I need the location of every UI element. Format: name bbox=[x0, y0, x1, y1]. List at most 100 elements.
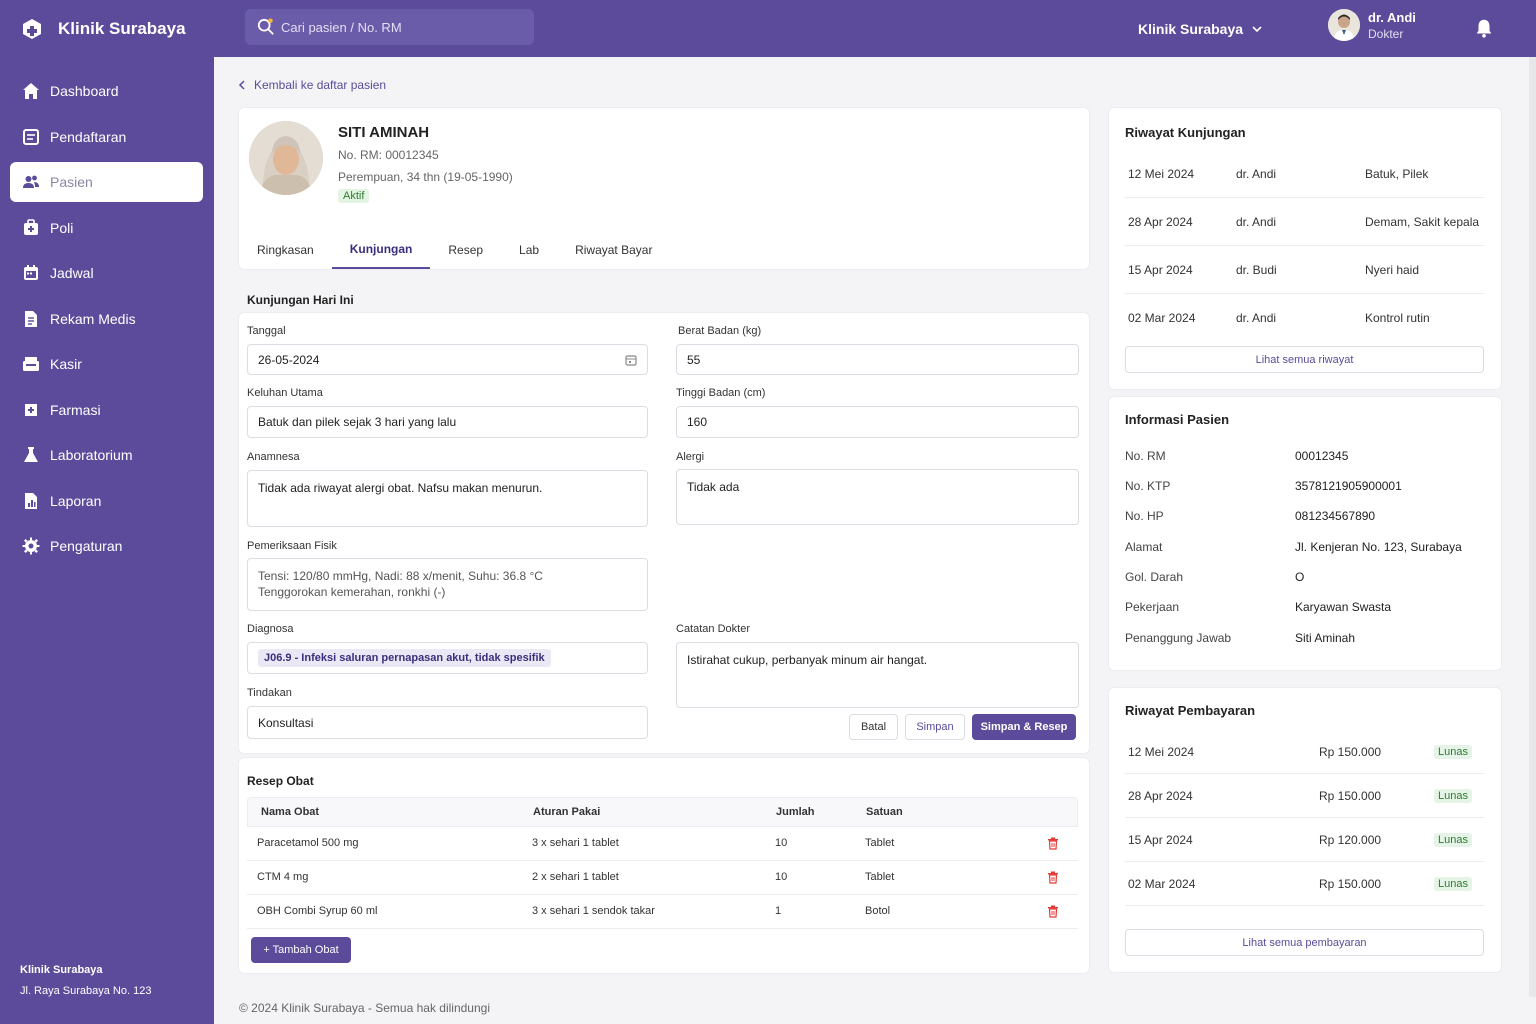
payment-status-badge: Lunas bbox=[1434, 833, 1472, 847]
user-name: dr. Andi bbox=[1368, 9, 1416, 25]
user-menu[interactable]: dr. Andi Dokter bbox=[1328, 9, 1416, 41]
brand[interactable]: Klinik Surabaya bbox=[20, 0, 186, 57]
keluhan-value: Batuk dan pilek sejak 3 hari yang lalu bbox=[258, 415, 457, 429]
diagnosa-chip[interactable]: J06.9 - Infeksi saluran pernapasan akut,… bbox=[258, 649, 551, 667]
add-drug-button[interactable]: + Tambah Obat bbox=[251, 937, 351, 963]
visit-date: 12 Mei 2024 bbox=[1128, 167, 1195, 181]
tindakan-field[interactable]: Konsultasi bbox=[247, 706, 648, 739]
trash-icon[interactable] bbox=[1047, 905, 1059, 918]
tab-ringkasan[interactable]: Ringkasan bbox=[257, 242, 314, 257]
payment-status-badge: Lunas bbox=[1434, 789, 1472, 803]
save-and-prescribe-button[interactable]: Simpan & Resep bbox=[972, 714, 1076, 740]
drug-quantity: 10 bbox=[775, 871, 788, 883]
berat-label: Berat Badan (kg) bbox=[678, 325, 762, 337]
trash-icon[interactable] bbox=[1047, 871, 1059, 884]
drug-dosage: 3 x sehari 1 tablet bbox=[532, 837, 619, 849]
info-key: Penanggung Jawab bbox=[1125, 631, 1232, 645]
sidebar-item-farmasi[interactable]: Farmasi bbox=[10, 390, 203, 430]
sidebar-item-pengaturan[interactable]: Pengaturan bbox=[10, 526, 203, 566]
scrollbar[interactable] bbox=[1529, 57, 1536, 997]
info-value: Karyawan Swasta bbox=[1295, 600, 1392, 614]
pemeriksaan-field[interactable]: Tensi: 120/80 mmHg, Nadi: 88 x/menit, Su… bbox=[247, 558, 648, 611]
payment-status-badge: Lunas bbox=[1434, 877, 1472, 891]
info-key: Alamat bbox=[1125, 540, 1163, 554]
payment-amount: Rp 150.000 bbox=[1319, 745, 1382, 759]
view-all-visits-button[interactable]: Lihat semua riwayat bbox=[1125, 346, 1484, 373]
status-badge: Aktif bbox=[338, 189, 370, 203]
sidebar-item-dashboard[interactable]: Dashboard bbox=[10, 71, 203, 111]
bell-icon[interactable] bbox=[1473, 17, 1495, 39]
visit-date: 28 Apr 2024 bbox=[1128, 215, 1193, 229]
payment-amount: Rp 120.000 bbox=[1319, 833, 1382, 847]
visit-complaint: Nyeri haid bbox=[1365, 263, 1420, 277]
trash-icon[interactable] bbox=[1047, 837, 1059, 850]
register-icon bbox=[23, 129, 39, 145]
visit-doctor: dr. Budi bbox=[1236, 263, 1277, 277]
list-item[interactable]: 15 Apr 2024 Rp 120.000 Lunas bbox=[1125, 818, 1484, 862]
diagnosa-field[interactable]: J06.9 - Infeksi saluran pernapasan akut,… bbox=[247, 642, 648, 674]
chevron-left-icon bbox=[238, 80, 245, 90]
catatan-label: Catatan Dokter bbox=[676, 623, 750, 635]
tanggal-value: 26-05-2024 bbox=[258, 352, 320, 367]
list-item[interactable]: 02 Mar 2024 Rp 150.000 Lunas bbox=[1125, 862, 1484, 906]
sidebar-item-label: Rekam Medis bbox=[50, 311, 136, 327]
list-item[interactable]: 12 Mei 2024 Rp 150.000 Lunas bbox=[1125, 730, 1484, 774]
sidebar-item-laboratorium[interactable]: Laboratorium bbox=[10, 435, 203, 475]
search-input[interactable] bbox=[281, 19, 521, 35]
sidebar-item-rekam-medis[interactable]: Rekam Medis bbox=[10, 299, 203, 339]
tinggi-label: Tinggi Badan (cm) bbox=[676, 387, 766, 399]
search-icon bbox=[257, 18, 274, 35]
list-item[interactable]: 28 Apr 2024 Rp 150.000 Lunas bbox=[1125, 774, 1484, 818]
sidebar-item-jadwal[interactable]: Jadwal bbox=[10, 253, 203, 293]
patient-info-card bbox=[1108, 396, 1502, 671]
sidebar-item-label: Pengaturan bbox=[50, 538, 123, 554]
patient-info: Perempuan, 34 thn (19-05-1990) bbox=[338, 170, 513, 184]
clinic-logo-icon bbox=[23, 18, 41, 39]
clinic-selector[interactable]: Klinik Surabaya bbox=[1138, 0, 1263, 57]
view-all-payments-button[interactable]: Lihat semua pembayaran bbox=[1125, 929, 1484, 956]
tab-resep[interactable]: Resep bbox=[448, 242, 484, 257]
tinggi-field[interactable]: 160 bbox=[676, 406, 1079, 438]
list-item[interactable]: 02 Mar 2024 dr. Andi Kontrol rutin bbox=[1125, 294, 1484, 342]
back-link[interactable]: Kembali ke daftar pasien bbox=[238, 78, 386, 92]
catatan-field[interactable]: Istirahat cukup, perbanyak minum air han… bbox=[676, 642, 1079, 708]
column-header: Satuan bbox=[866, 806, 903, 818]
sidebar-item-laporan[interactable]: Laporan bbox=[10, 481, 203, 521]
tanggal-field[interactable]: 26-05-2024 bbox=[247, 344, 648, 375]
drug-quantity: 1 bbox=[775, 905, 782, 917]
tindakan-label: Tindakan bbox=[247, 687, 292, 699]
cancel-button[interactable]: Batal bbox=[849, 714, 898, 740]
sidebar-item-kasir[interactable]: Kasir bbox=[10, 344, 203, 384]
tab-lab[interactable]: Lab bbox=[519, 242, 540, 257]
sidebar-item-label: Laporan bbox=[50, 493, 102, 509]
payment-history-card bbox=[1108, 687, 1502, 973]
sidebar-item-pasien[interactable]: Pasien bbox=[10, 162, 203, 202]
keluhan-field[interactable]: Batuk dan pilek sejak 3 hari yang lalu bbox=[247, 406, 648, 438]
calendar-icon[interactable] bbox=[625, 354, 637, 366]
table-row: OBH Combi Syrup 60 ml 3 x sehari 1 sendo… bbox=[247, 895, 1078, 929]
sidebar-item-poli[interactable]: Poli bbox=[10, 208, 203, 248]
sidebar-item-pendaftaran[interactable]: Pendaftaran bbox=[10, 117, 203, 157]
column-header: Aturan Pakai bbox=[533, 806, 601, 818]
list-item[interactable]: 15 Apr 2024 dr. Budi Nyeri haid bbox=[1125, 246, 1484, 294]
patient-name: SITI AMINAH bbox=[338, 124, 430, 141]
list-item[interactable]: 12 Mei 2024 dr. Andi Batuk, Pilek bbox=[1125, 150, 1484, 198]
list-item[interactable]: 28 Apr 2024 dr. Andi Demam, Sakit kepala bbox=[1125, 198, 1484, 246]
prescription-card bbox=[238, 757, 1090, 974]
search-box[interactable] bbox=[245, 9, 534, 45]
visit-complaint: Demam, Sakit kepala bbox=[1365, 215, 1480, 229]
anamnesa-field[interactable]: Tidak ada riwayat alergi obat. Nafsu mak… bbox=[247, 470, 648, 527]
berat-field[interactable]: 55 bbox=[676, 344, 1079, 375]
top-bar: Klinik Surabaya Klinik Surabaya dr. Andi bbox=[0, 0, 1536, 57]
drug-dosage: 2 x sehari 1 tablet bbox=[532, 871, 619, 883]
tab-kunjungan[interactable]: Kunjungan bbox=[331, 230, 431, 269]
alergi-field[interactable]: Tidak ada bbox=[676, 469, 1079, 525]
document-icon bbox=[25, 311, 37, 327]
info-value: 081234567890 bbox=[1295, 509, 1376, 523]
visit-doctor: dr. Andi bbox=[1236, 215, 1277, 229]
tab-riwayat-bayar[interactable]: Riwayat Bayar bbox=[575, 242, 653, 257]
patient-rm: No. RM: 00012345 bbox=[338, 148, 439, 162]
drug-name: Paracetamol 500 mg bbox=[257, 837, 359, 849]
save-button[interactable]: Simpan bbox=[905, 714, 965, 740]
info-key: No. KTP bbox=[1125, 479, 1171, 493]
